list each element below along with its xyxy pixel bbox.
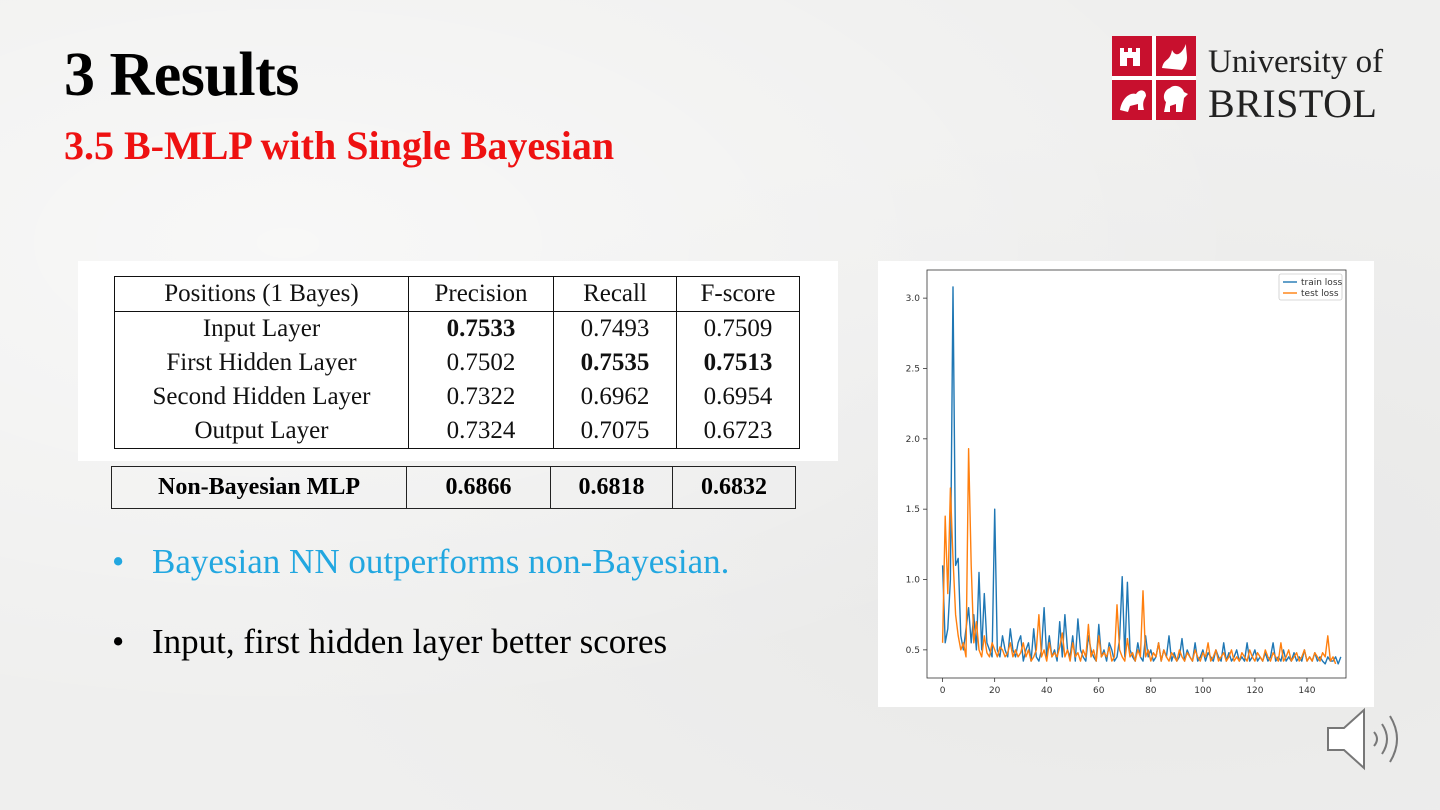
cell-fscore: 0.6723: [676, 414, 800, 449]
baseline-table: Non-Bayesian MLP 0.6866 0.6818 0.6832: [111, 466, 796, 509]
speaker-icon[interactable]: [1324, 704, 1412, 774]
baseline-precision: 0.6866: [406, 466, 551, 509]
series-line-train-loss: [941, 286, 1342, 665]
cell-recall: 0.7075: [553, 414, 677, 449]
x-tick-label: 20: [989, 686, 1001, 696]
best-value: 0.7535: [580, 349, 650, 376]
y-tick-label: 0.5: [906, 646, 920, 656]
cell-position: Output Layer: [114, 414, 409, 449]
x-tick-label: 80: [1145, 686, 1157, 696]
table-row: First Hidden Layer 0.7502 0.7535 0.7513: [114, 346, 800, 380]
results-table: Positions (1 Bayes) Precision Recall F-s…: [114, 276, 800, 449]
x-tick-label: 140: [1298, 686, 1315, 696]
baseline-fscore: 0.6832: [672, 466, 796, 509]
cell-fscore: 0.7509: [676, 311, 800, 346]
table-row: Input Layer 0.7533 0.7493 0.7509: [114, 311, 800, 346]
x-tick-label: 60: [1093, 686, 1105, 696]
y-tick-label: 2.5: [906, 364, 920, 374]
cell-recall: 0.7535: [553, 346, 677, 380]
cell-position: Input Layer: [114, 311, 409, 346]
legend-label: train loss: [1301, 278, 1343, 288]
bullet-text: Bayesian NN outperforms non-Bayesian.: [152, 542, 730, 581]
cell-fscore: 0.7513: [676, 346, 800, 380]
plot-frame: [926, 269, 1347, 679]
header-positions: Positions (1 Bayes): [114, 276, 409, 312]
loss-chart-panel: 0 20 40 60 80 100 120 140 0.5 1.0 1.5 2.0 2.5 3.0 trai…: [878, 261, 1374, 707]
bullet-dot: •: [112, 542, 125, 581]
header-precision: Precision: [408, 276, 554, 312]
cell-precision: 0.7322: [408, 380, 554, 414]
x-tick-label: 0: [940, 686, 946, 696]
results-table-panel: Positions (1 Bayes) Precision Recall F-s…: [78, 261, 838, 461]
best-value: 0.7533: [446, 315, 516, 342]
cell-precision: 0.7533: [408, 311, 554, 346]
logo-text-university: University of: [1208, 44, 1384, 80]
y-tick-label: 1.5: [906, 505, 920, 515]
cell-recall: 0.7493: [553, 311, 677, 346]
cell-position: Second Hidden Layer: [114, 380, 409, 414]
x-tick-label: 100: [1194, 686, 1211, 696]
series-line-test-loss: [941, 447, 1337, 665]
loss-chart: 0 20 40 60 80 100 120 140 0.5 1.0 1.5 2.0 2.5 3.0 trai…: [906, 269, 1347, 696]
university-logo: University of BRISTOL: [1112, 36, 1412, 126]
baseline-name: Non-Bayesian MLP: [111, 466, 407, 509]
best-value: 0.7513: [703, 349, 773, 376]
legend-label: test loss: [1301, 289, 1339, 299]
table-header-row: Positions (1 Bayes) Precision Recall F-s…: [114, 276, 800, 312]
table-row: Second Hidden Layer 0.7322 0.6962 0.6954: [114, 380, 800, 414]
y-tick-label: 2.0: [906, 435, 921, 445]
logo-text-bristol: BRISTOL: [1208, 81, 1378, 126]
cell-position: First Hidden Layer: [114, 346, 409, 380]
header-recall: Recall: [553, 276, 677, 312]
slide-title: 3 Results: [64, 41, 299, 109]
cell-recall: 0.6962: [553, 380, 677, 414]
y-tick-label: 1.0: [906, 576, 921, 586]
bristol-crest-icon: [1112, 36, 1196, 120]
bullet-dot: •: [112, 622, 125, 661]
slide-subtitle: 3.5 B-MLP with Single Bayesian: [64, 123, 615, 168]
table-row: Non-Bayesian MLP 0.6866 0.6818 0.6832: [111, 466, 796, 509]
header-fscore: F-score: [676, 276, 800, 312]
cell-fscore: 0.6954: [676, 380, 800, 414]
bullet-text: Input, first hidden layer better scores: [152, 622, 668, 661]
cell-precision: 0.7502: [408, 346, 554, 380]
baseline-recall: 0.6818: [550, 466, 673, 509]
y-tick-label: 3.0: [906, 294, 921, 304]
cell-precision: 0.7324: [408, 414, 554, 449]
x-tick-label: 40: [1041, 686, 1053, 696]
x-tick-label: 120: [1246, 686, 1263, 696]
table-row: Output Layer 0.7324 0.7075 0.6723: [114, 414, 800, 449]
